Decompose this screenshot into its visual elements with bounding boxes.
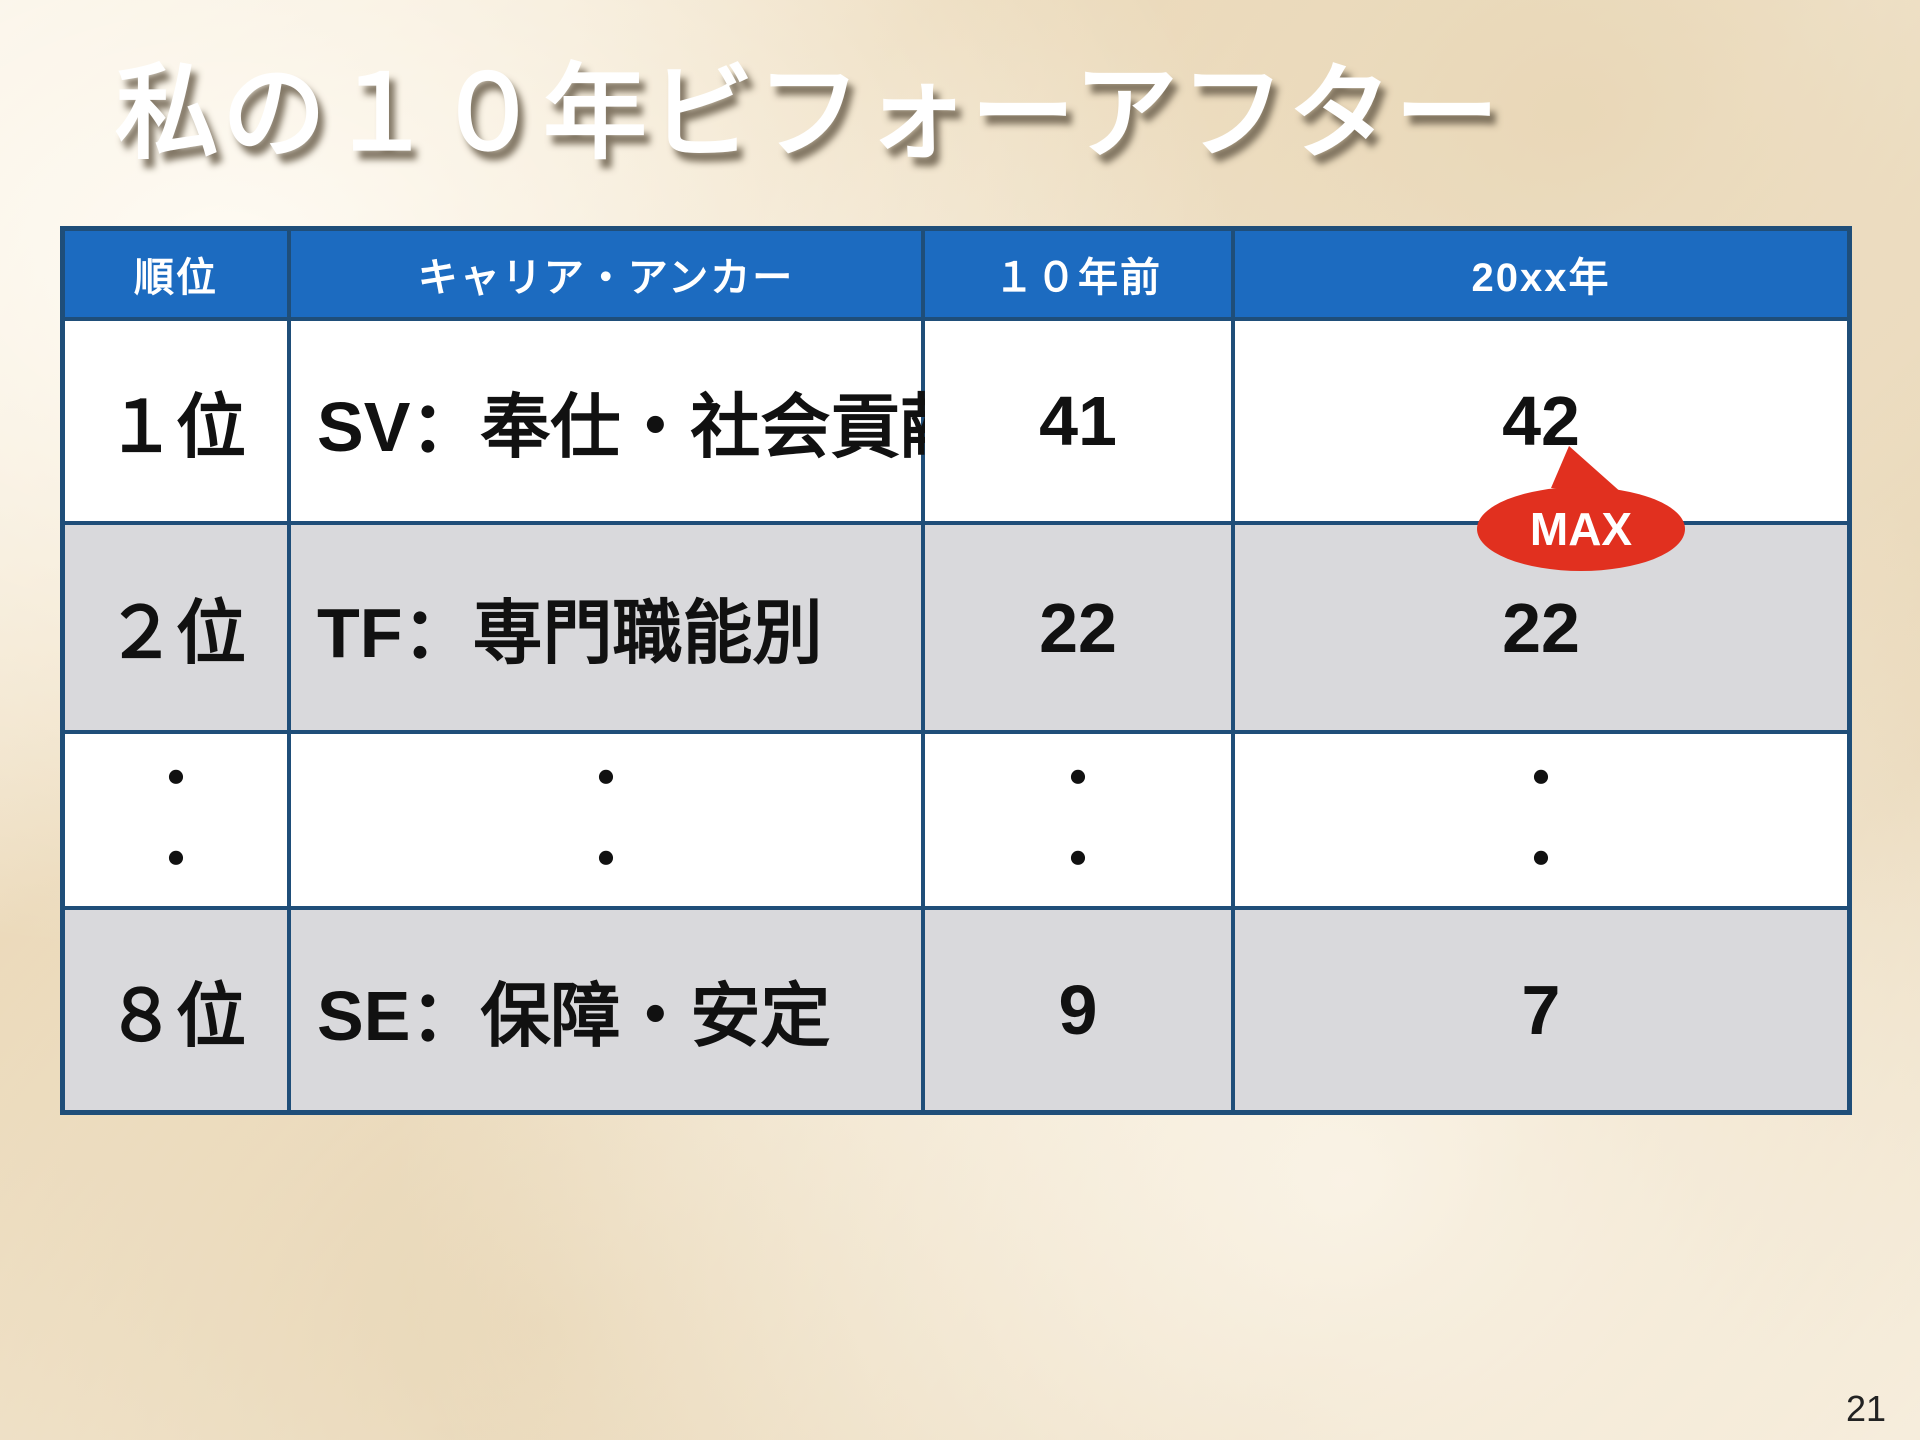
max-callout-bubble: MAX: [1477, 446, 1685, 571]
row4-anchor-cell: SE：保障・安定: [291, 910, 921, 1110]
row3-rank-ellipsis: ・ ・: [65, 734, 287, 906]
row4-rank-cell: ８位: [65, 910, 287, 1110]
column-header-ten-years-ago: １０年前: [925, 231, 1231, 317]
row1-rank-cell: １位: [65, 321, 287, 521]
row1-before-cell: 41: [925, 321, 1231, 521]
row3-anchor-ellipsis: ・ ・: [291, 734, 921, 906]
max-callout-ellipse: [1477, 487, 1685, 571]
row4-after-cell: 7: [1235, 910, 1847, 1110]
page-number: 21: [1845, 1388, 1886, 1429]
row2-before-cell: 22: [925, 525, 1231, 730]
column-header-career-anchor: キャリア・アンカー: [291, 231, 921, 317]
row4-before-cell: 9: [925, 910, 1231, 1110]
row3-after-ellipsis: ・ ・: [1235, 734, 1847, 906]
row2-anchor-cell: TF：専門職能別: [291, 525, 921, 730]
column-header-rank: 順位: [65, 231, 287, 317]
row2-rank-cell: ２位: [65, 525, 287, 730]
career-anchor-table: 順位 キャリア・アンカー １０年前 20xx年 １位 SV：奉仕・社会貢献 41…: [60, 226, 1852, 1115]
row1-after-cell: 42: [1235, 321, 1847, 521]
max-callout-label: MAX: [1530, 503, 1633, 555]
row1-anchor-cell: SV：奉仕・社会貢献: [291, 321, 970, 521]
max-callout-tail: [1551, 446, 1623, 494]
column-header-20xx: 20xx年: [1235, 231, 1847, 317]
row2-after-cell: 22: [1235, 525, 1847, 730]
row3-before-ellipsis: ・ ・: [925, 734, 1231, 906]
slide-title: 私の１０年ビフォーアフター: [115, 56, 1502, 172]
